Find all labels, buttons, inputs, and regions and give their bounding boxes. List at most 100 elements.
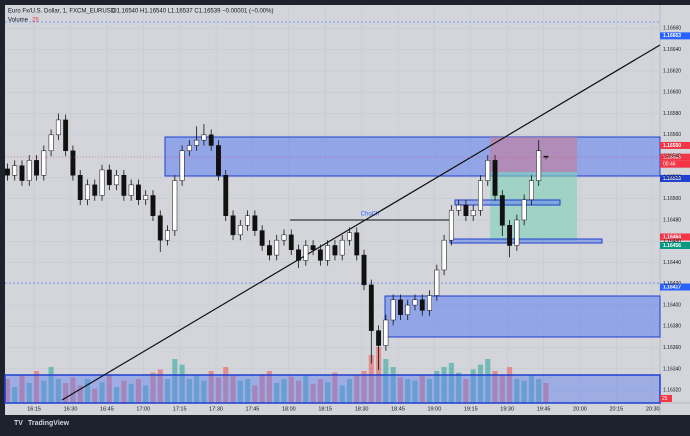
volume-bar (441, 367, 447, 403)
y-tick-label: 1.16340 (663, 366, 681, 372)
candle-body (201, 134, 207, 141)
brand-logo: TV (14, 420, 23, 427)
y-tick-label: 1.16440 (663, 260, 681, 266)
x-tick-label: 20:30 (646, 406, 660, 412)
y-tick-label: 1.16600 (663, 90, 681, 96)
drawings: ChoCh (4, 21, 661, 404)
x-tick-label: 17:15 (173, 406, 187, 412)
volume-bar (470, 369, 476, 403)
volume-bar (186, 379, 192, 403)
volume-bar (310, 383, 316, 403)
candle-body (317, 249, 323, 261)
candle-body (325, 245, 331, 261)
volume-bar (361, 371, 367, 403)
price-tag-label: 1.16456 (663, 243, 681, 249)
candle-body (77, 175, 83, 200)
price-tag-label: 1.16550 (663, 143, 681, 149)
candle-body (463, 204, 469, 216)
candle-body (383, 319, 389, 346)
volume-bar (397, 377, 403, 403)
ohlc-legend: O1.16540 H1.16540 L1.16537 C1.16539 −0.0… (112, 9, 273, 15)
candle-body (456, 204, 462, 211)
price-tag (660, 141, 690, 149)
y-tick-label: 1.16580 (663, 111, 681, 117)
candle-body (12, 165, 18, 176)
candle-body (427, 295, 432, 311)
y-tick-label: 1.16520 (663, 175, 681, 181)
candle-body (48, 134, 54, 152)
volume-bar (63, 383, 69, 403)
x-tick-label: 19:00 (428, 406, 442, 412)
volume-tag (660, 395, 672, 402)
volume-bar (448, 363, 454, 403)
volume-bar (33, 371, 40, 403)
candle-body (92, 184, 98, 196)
volume-bar (77, 385, 83, 403)
price-axis-background (660, 5, 690, 403)
volume-tag-label: 25 (662, 396, 668, 402)
y-tick-label: 1.16460 (663, 239, 681, 245)
y-tick-label: 1.16420 (663, 281, 681, 287)
candle-body (165, 230, 170, 241)
volume-bar (514, 379, 520, 403)
y-tick-label: 1.16380 (663, 324, 681, 330)
candle-body (281, 234, 287, 241)
volume-bar (215, 377, 222, 403)
volume-bar (164, 379, 171, 403)
x-tick-label: 20:00 (573, 406, 587, 412)
time-axis-background (5, 403, 690, 415)
volume-bar (332, 372, 338, 403)
volume-bar (390, 367, 396, 403)
x-tick-label: 18:30 (355, 406, 369, 412)
candle-body (296, 249, 301, 261)
volume-bar (48, 367, 54, 403)
volume-bar (19, 375, 25, 403)
x-tick-label: 16:30 (64, 406, 78, 412)
volume-bar (106, 375, 112, 403)
candle-body (368, 284, 374, 331)
price-tag-label: 1.16519 (663, 176, 681, 182)
brand: TradingView (28, 420, 70, 427)
candle-body (150, 195, 156, 216)
volume-bar (84, 379, 91, 403)
candle-body (186, 145, 192, 152)
volume-bar (172, 359, 178, 403)
y-tick-label: 1.16660 (663, 26, 681, 32)
zone-box (454, 199, 561, 206)
candle-body (492, 160, 498, 196)
candle-body (252, 215, 258, 231)
candle-body (135, 184, 141, 200)
volume-bar (143, 385, 149, 403)
price-tag (660, 153, 690, 161)
candle-body (397, 299, 403, 315)
candle-body (390, 299, 396, 321)
candle-body (70, 150, 76, 176)
x-tick-label: 19:15 (464, 406, 478, 412)
price-tag (660, 174, 690, 182)
zone-box (4, 374, 661, 404)
volume-bar (419, 375, 425, 403)
candle-body (405, 304, 411, 315)
price-tag-label: 1.16653 (663, 33, 681, 39)
y-tick-label: 1.16540 (663, 153, 681, 159)
volume-bar (477, 364, 484, 403)
x-tick-label: 19:45 (537, 406, 551, 412)
x-tick-label: 16:45 (100, 406, 114, 412)
zone-box (384, 295, 661, 338)
candle-body (245, 215, 251, 226)
volume-bar (208, 371, 214, 403)
candle-body (507, 225, 513, 246)
volume-bar (245, 379, 251, 403)
candle-body (19, 165, 25, 181)
candle-body (478, 180, 483, 211)
price-tag (660, 233, 690, 241)
volume-bar (463, 379, 469, 403)
volume-bar (325, 382, 331, 403)
volume-bar (492, 371, 498, 403)
candle-body (441, 239, 447, 271)
x-tick-label: 17:30 (209, 406, 223, 412)
countdown-tag (660, 160, 690, 168)
candle-body (230, 215, 236, 236)
candle-body (354, 232, 360, 256)
volume-bar (499, 375, 505, 403)
